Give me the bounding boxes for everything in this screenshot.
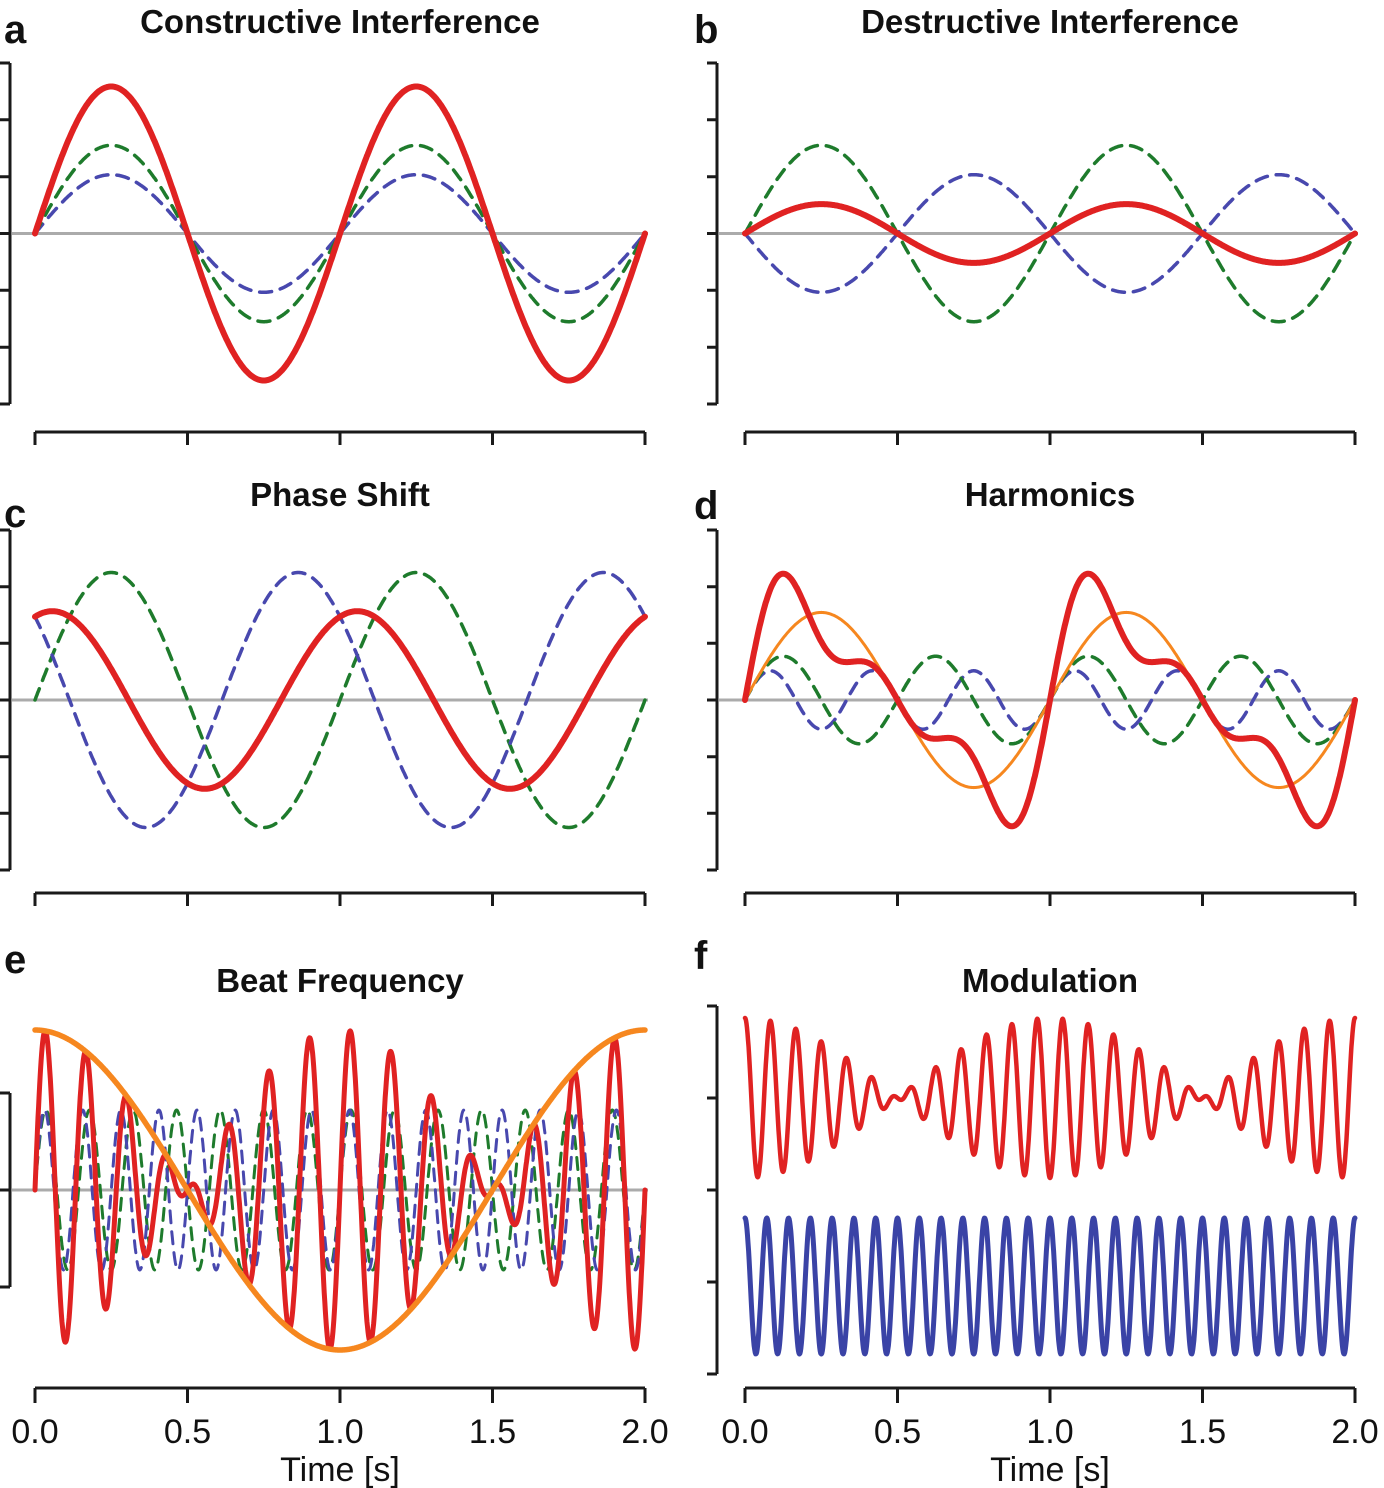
- panel-e-x-axis: [33, 1386, 647, 1403]
- panel-b-letter: b: [694, 8, 719, 52]
- panel-d-letter: d: [694, 484, 719, 528]
- panel-c-component-wave-1: [33, 570, 647, 830]
- panel-a-y-axis: [0, 61, 12, 406]
- panel-c-sum-wave: [32, 608, 648, 792]
- panel-e-beat-sum-wave: [32, 1028, 648, 1352]
- panel-f-letter: f: [694, 934, 708, 978]
- panel-c-letter: c: [4, 492, 27, 536]
- panel-d-title: Harmonics: [964, 476, 1136, 513]
- panel-d-sum-wave: [742, 570, 1358, 830]
- panel-b-x-axis: [743, 430, 1357, 445]
- panel-e-x-tick-label: 2.0: [621, 1413, 668, 1451]
- panel-e-x-tick-label: 1.0: [316, 1413, 363, 1451]
- panel-f-x-tick-label: 0.5: [874, 1413, 921, 1451]
- panel-e-x-tick-label: 0.5: [164, 1413, 211, 1451]
- panel-f-x-tick-label: 2.0: [1331, 1413, 1378, 1451]
- panel-a-sum-wave: [32, 83, 648, 384]
- panel-f-x-tick-label: 1.5: [1179, 1413, 1226, 1451]
- panel-b-sum-wave: [742, 201, 1358, 266]
- panel-e-letter: e: [4, 938, 27, 982]
- panel-e-title: Beat Frequency: [216, 962, 464, 999]
- panel-f-x-axis-title: Time [s]: [990, 1451, 1110, 1488]
- panel-f-x-axis: [743, 1386, 1357, 1403]
- panel-c-y-axis: [0, 528, 12, 872]
- panel-e-x-tick-label: 1.5: [469, 1413, 516, 1451]
- panel-f-x-tick-label: 0.0: [721, 1413, 768, 1451]
- panel-f-title: Modulation: [962, 962, 1138, 999]
- panel-e-x-tick-label: 0.0: [11, 1413, 58, 1451]
- panel-b-y-axis: [707, 61, 719, 406]
- panel-c-title: Phase Shift: [250, 476, 430, 513]
- panel-f-y-axis: [707, 1004, 719, 1376]
- panel-e-beat-envelope: [32, 1027, 648, 1353]
- panel-c-x-axis: [33, 891, 647, 906]
- panel-f-carrier-wave: [742, 1215, 1358, 1357]
- panel-a-x-axis: [33, 430, 647, 445]
- panel-e-x-axis-title: Time [s]: [280, 1451, 400, 1488]
- panel-f-x-tick-label: 1.0: [1026, 1413, 1073, 1451]
- panel-a-title: Constructive Interference: [140, 3, 540, 40]
- panel-f-amplitude-modulated-wave: [742, 1015, 1358, 1181]
- panel-d-y-axis: [707, 528, 719, 872]
- panel-b-title: Destructive Interference: [861, 3, 1239, 40]
- panel-a-letter: a: [4, 8, 27, 52]
- panel-d-x-axis: [743, 891, 1357, 906]
- panel-e-y-axis: [0, 1091, 12, 1289]
